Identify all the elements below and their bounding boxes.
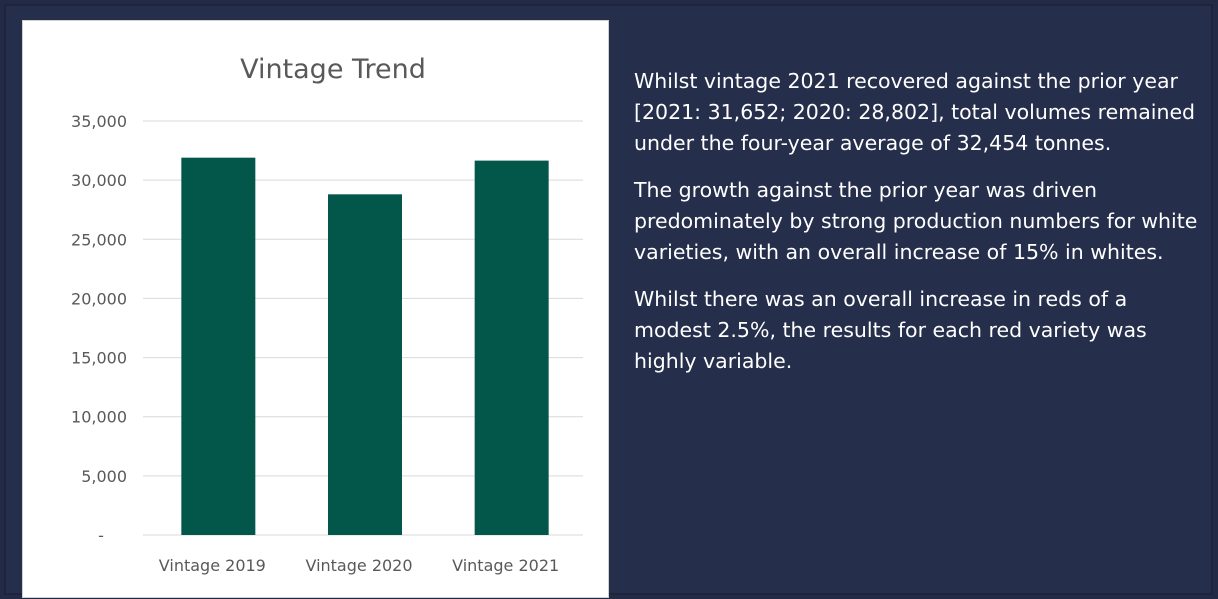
vintage-bar-chart: Vintage Trend - 5,000 10,000 15,000 20,000 25,… — [71, 54, 583, 575]
y-tick-label: 20,000 — [71, 289, 127, 308]
commentary-paragraph-3: Whilst there was an overall increase in … — [634, 287, 1147, 373]
chart-panel: Vintage Trend - 5,000 10,000 15,000 20,000 25,… — [22, 20, 609, 598]
commentary-paragraph-1: Whilst vintage 2021 recovered against th… — [634, 69, 1196, 155]
y-tick-label: - — [98, 526, 104, 545]
chart-title: Vintage Trend — [240, 54, 426, 85]
x-tick-label: Vintage 2019 — [159, 556, 266, 575]
x-tick-label: Vintage 2020 — [305, 556, 412, 575]
slide-frame: Vintage Trend - 5,000 10,000 15,000 20,000 25,… — [4, 4, 1213, 598]
commentary-paragraph-2: The growth against the prior year was dr… — [634, 178, 1198, 264]
bar — [181, 157, 256, 535]
y-tick-label: 25,000 — [71, 230, 127, 249]
y-tick-label: 10,000 — [71, 408, 127, 427]
bar — [328, 194, 402, 536]
bar — [474, 160, 549, 535]
commentary-panel: Whilst vintage 2021 recovered against th… — [634, 66, 1204, 393]
y-tick-label: 15,000 — [71, 349, 127, 368]
y-tick-label: 35,000 — [71, 112, 127, 131]
y-tick-label: 5,000 — [81, 467, 127, 486]
y-tick-label: 30,000 — [71, 171, 127, 190]
x-tick-label: Vintage 2021 — [452, 556, 559, 575]
